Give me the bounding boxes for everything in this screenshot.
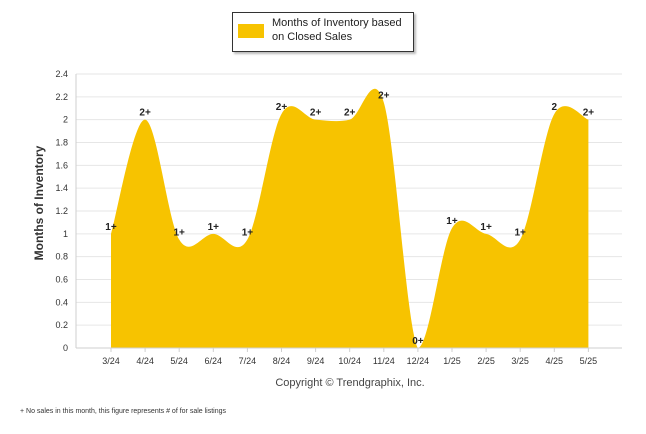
x-tick-label: 11/24: [373, 356, 395, 366]
data-label: 2+: [276, 102, 288, 113]
y-tick-label: 0.8: [55, 252, 68, 262]
data-label: 1+: [208, 222, 220, 233]
data-label: 2+: [378, 91, 390, 102]
x-tick-label: 5/24: [170, 356, 188, 366]
y-tick-label: 0.4: [55, 297, 68, 307]
x-tick-label: 7/24: [239, 356, 257, 366]
x-tick-label: 6/24: [205, 356, 223, 366]
data-label: 1+: [242, 228, 254, 239]
data-label: 2+: [139, 108, 151, 119]
area-fill: [111, 88, 589, 349]
footnote: + No sales in this month, this figure re…: [20, 408, 227, 415]
y-tick-label: 1: [63, 229, 68, 239]
legend-label: Months of Inventory based on Closed Sale…: [272, 17, 402, 43]
x-tick-label: 8/24: [273, 356, 291, 366]
x-tick-label: 9/24: [307, 356, 325, 366]
y-tick-label: 1.6: [55, 160, 68, 170]
data-label: 2+: [310, 108, 322, 119]
y-tick-label: 0: [63, 343, 68, 353]
x-tick-label: 4/25: [546, 356, 564, 366]
x-tick-label: 1/25: [443, 356, 461, 366]
y-tick-label: 1.2: [55, 206, 68, 216]
data-label: 1+: [514, 228, 526, 239]
data-label: 1+: [446, 216, 458, 227]
area-series: [111, 88, 589, 349]
x-tick-label: 4/24: [136, 356, 154, 366]
axes: 0 0.2 0.4 0.6 0.8 1 1.2 1.4 1.6 1.8 2 2.2 2.4 3/24 4/2…: [55, 69, 622, 366]
x-tick-label: 2/25: [477, 356, 495, 366]
y-tick-label: 2.4: [55, 69, 68, 79]
y-tick-label: 0.2: [55, 320, 68, 330]
y-tick-label: 2: [63, 115, 68, 125]
data-label: 0+: [412, 336, 424, 347]
copyright: Copyright © Trendgraphix, Inc.: [275, 377, 425, 389]
legend-swatch: [238, 24, 264, 38]
x-tick-label: 3/25: [511, 356, 529, 366]
legend: Months of Inventory based on Closed Sale…: [232, 12, 414, 52]
data-label: 2+: [344, 108, 356, 119]
data-label: 1+: [480, 222, 492, 233]
y-tick-label: 1.8: [55, 138, 68, 148]
y-tick-label: 0.6: [55, 275, 68, 285]
x-tick-label: 10/24: [338, 356, 361, 366]
x-tick-label: 5/25: [580, 356, 598, 366]
data-label: 2+: [583, 108, 595, 119]
y-tick-label: 2.2: [55, 92, 68, 102]
data-label: 2: [552, 102, 558, 113]
data-label: 1+: [105, 222, 117, 233]
data-label: 1+: [173, 228, 185, 239]
y-tick-label: 1.4: [55, 183, 68, 193]
x-tick-label: 3/24: [102, 356, 120, 366]
x-tick-label: 12/24: [407, 356, 430, 366]
data-labels: 1+ 2+ 1+ 1+ 1+ 2+ 2+ 2+ 2+ 0+ 1+ 1+ 1+ 2 2+: [105, 91, 594, 347]
y-axis-title: Months of Inventory: [32, 145, 46, 261]
